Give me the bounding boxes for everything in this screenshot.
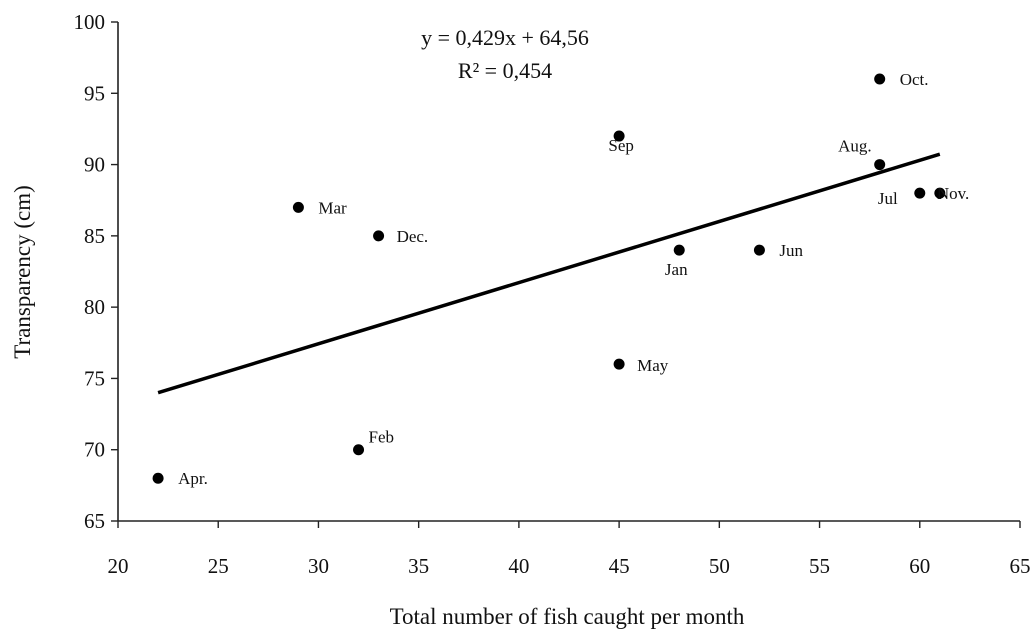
data-point — [934, 187, 946, 199]
x-tick-label: 50 — [709, 554, 730, 578]
y-tick-label: 100 — [74, 10, 106, 34]
point-label: Sep — [608, 136, 634, 155]
x-tick-label: 20 — [108, 554, 129, 578]
trend-line — [157, 152, 941, 395]
data-point — [914, 187, 926, 199]
x-tick-label: 30 — [308, 554, 329, 578]
x-tick-label: 40 — [508, 554, 529, 578]
y-tick-label: 85 — [84, 224, 105, 248]
point-labels: Apr. Feb Mar Dec. Sep May Jan Jun Oct. Aug. Jul Nov… — [178, 70, 969, 488]
x-tick-label: 45 — [609, 554, 630, 578]
point-label: Oct. — [900, 70, 929, 89]
point-label: Aug. — [838, 137, 872, 156]
point-label: Nov. — [937, 184, 969, 203]
y-axis-title: Transparency (cm) — [10, 185, 35, 359]
x-tick-label: 60 — [909, 554, 930, 578]
y-tick-label: 95 — [84, 81, 105, 105]
point-label: Feb — [369, 428, 395, 447]
r-squared: R² = 0,454 — [458, 58, 552, 83]
point-label: Mar — [318, 198, 347, 217]
y-tick-label: 65 — [84, 509, 105, 533]
y-tick-label: 80 — [84, 295, 105, 319]
axes — [117, 22, 1020, 522]
data-point — [613, 358, 625, 370]
x-tick-label: 55 — [809, 554, 830, 578]
data-point — [373, 230, 385, 242]
point-label: Dec. — [397, 227, 429, 246]
data-point — [874, 73, 886, 85]
y-ticks: 65 70 75 80 85 90 95 100 — [74, 10, 118, 533]
data-point — [874, 159, 886, 171]
x-ticks: 20 25 30 35 40 45 50 55 60 65 — [108, 521, 1031, 578]
y-tick-label: 75 — [84, 366, 105, 390]
x-tick-label: 35 — [408, 554, 429, 578]
x-tick-label: 25 — [208, 554, 229, 578]
x-tick-label: 65 — [1010, 554, 1031, 578]
data-point — [353, 444, 365, 456]
data-point — [753, 244, 765, 256]
data-point — [613, 130, 625, 142]
data-points — [152, 73, 946, 484]
y-tick-label: 90 — [84, 153, 105, 177]
point-label: Jul — [878, 189, 898, 208]
data-point — [152, 472, 164, 484]
point-label: Apr. — [178, 469, 208, 488]
point-label: Jan — [665, 260, 688, 279]
data-point — [673, 244, 685, 256]
point-label: May — [637, 356, 669, 375]
data-point — [292, 201, 304, 213]
y-tick-label: 70 — [84, 438, 105, 462]
trendline-equation: y = 0,429x + 64,56 — [421, 25, 589, 50]
x-axis-title: Total number of fish caught per month — [390, 604, 745, 629]
point-label: Jun — [779, 241, 803, 260]
